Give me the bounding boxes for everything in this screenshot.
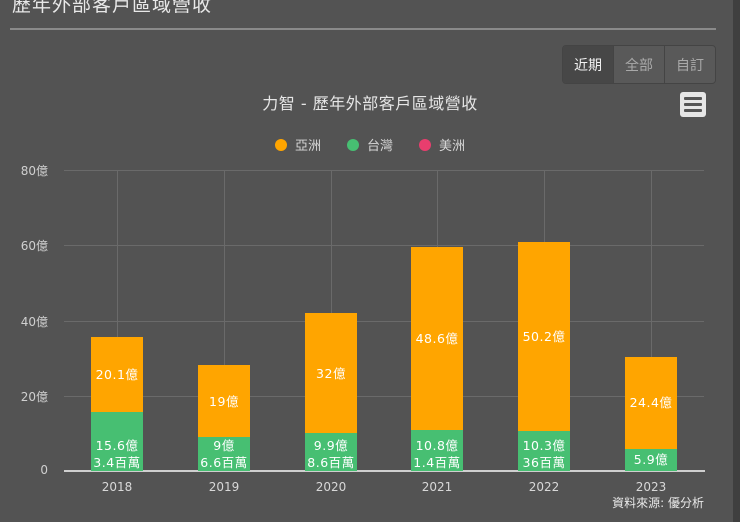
x-axis-tick-label: 2021 bbox=[421, 480, 453, 494]
chart-title: 力智 - 歷年外部客戶區域營收 bbox=[262, 94, 478, 113]
range-recent-button[interactable]: 近期 bbox=[563, 46, 614, 83]
bar-segment-taiwan[interactable]: 5.9億 bbox=[625, 448, 677, 471]
y-axis-tick-label: 60億 bbox=[20, 239, 48, 253]
hamburger-menu-icon bbox=[684, 109, 702, 112]
legend-dot-icon bbox=[419, 138, 431, 151]
bar-segment-asia[interactable]: 19億 bbox=[198, 365, 250, 437]
y-axis-tick-label: 80億 bbox=[20, 164, 48, 178]
x-axis-tick-label: 2020 bbox=[315, 480, 347, 494]
data-label: 50.2億 bbox=[522, 328, 566, 344]
x-axis-tick-label: 2018 bbox=[101, 480, 133, 494]
legend-dot-icon bbox=[274, 138, 287, 151]
hamburger-menu-icon bbox=[684, 97, 702, 100]
chart-menu-button[interactable] bbox=[680, 92, 706, 117]
bar-segment-taiwan[interactable]: 9億 6.6百萬 bbox=[198, 436, 250, 471]
legend-dot-icon bbox=[346, 138, 359, 151]
gridline bbox=[64, 245, 704, 246]
bar-segment-taiwan[interactable]: 9.9億 8.6百萬 bbox=[305, 433, 357, 471]
bar-segment-asia[interactable]: 20.1億 bbox=[91, 336, 143, 413]
x-axis-tick-label: 2019 bbox=[208, 480, 240, 494]
data-label: 9.9億 bbox=[313, 437, 349, 453]
page-title: 歷年外部客戶區域營收 bbox=[12, 0, 213, 16]
bar-segment-asia[interactable]: 50.2億 bbox=[518, 242, 570, 431]
data-label-america: 8.6百萬 bbox=[307, 454, 355, 470]
x-axis-line bbox=[64, 470, 705, 472]
data-label: 19億 bbox=[209, 393, 239, 409]
gridline bbox=[64, 321, 704, 322]
range-button-group: 近期 全部 自訂 bbox=[562, 45, 716, 84]
legend-item-asia[interactable]: 亞洲 bbox=[274, 135, 321, 154]
data-label: 10.3億 bbox=[522, 437, 566, 453]
data-label-america: 1.4百萬 bbox=[413, 454, 461, 470]
data-label: 9億 bbox=[213, 437, 235, 453]
bar-segment-asia[interactable]: 48.6億 bbox=[411, 247, 463, 431]
legend-label: 美洲 bbox=[439, 139, 466, 154]
legend-label: 台灣 bbox=[366, 139, 393, 154]
data-label-america: 36百萬 bbox=[522, 454, 566, 470]
bar-segment-taiwan[interactable]: 15.6億 3.4百萬 bbox=[91, 412, 143, 471]
gridline bbox=[64, 396, 704, 397]
bar-segment-taiwan[interactable]: 10.8億 1.4百萬 bbox=[411, 430, 463, 471]
bar-segment-asia[interactable]: 24.4億 bbox=[625, 356, 677, 449]
data-source: 資料來源: 優分析 bbox=[612, 496, 704, 510]
data-label: 15.6億 bbox=[95, 437, 139, 453]
bar-segment-asia[interactable]: 32億 bbox=[305, 313, 357, 434]
y-axis-tick-label: 40億 bbox=[20, 315, 48, 329]
legend-item-taiwan[interactable]: 台灣 bbox=[346, 135, 393, 154]
range-custom-button[interactable]: 自訂 bbox=[665, 46, 715, 83]
data-label: 5.9億 bbox=[633, 452, 669, 468]
data-label: 48.6億 bbox=[415, 331, 459, 347]
x-axis-tick-label: 2023 bbox=[635, 480, 667, 494]
data-label: 10.8億 bbox=[415, 437, 459, 453]
data-label: 32億 bbox=[316, 365, 346, 381]
gridline bbox=[117, 170, 118, 471]
data-label: 20.1億 bbox=[95, 366, 139, 382]
gridline bbox=[64, 170, 704, 171]
gridline bbox=[224, 170, 225, 471]
gridline bbox=[651, 170, 652, 471]
y-axis-tick-label: 20億 bbox=[20, 390, 48, 404]
legend-label: 亞洲 bbox=[294, 139, 321, 154]
hamburger-menu-icon bbox=[684, 103, 702, 106]
y-axis-tick-label: 0 bbox=[40, 463, 48, 477]
window-edge bbox=[733, 0, 740, 522]
data-label: 24.4億 bbox=[629, 395, 673, 411]
chart-legend: 亞洲 台灣 美洲 bbox=[0, 135, 740, 154]
data-label-america: 3.4百萬 bbox=[93, 454, 141, 470]
bar-segment-taiwan[interactable]: 10.3億 36百萬 bbox=[518, 430, 570, 471]
title-divider bbox=[10, 28, 716, 30]
legend-item-america[interactable]: 美洲 bbox=[419, 135, 465, 154]
x-axis-tick-label: 2022 bbox=[528, 480, 560, 494]
range-all-button[interactable]: 全部 bbox=[614, 46, 665, 83]
data-label-america: 6.6百萬 bbox=[200, 454, 248, 470]
